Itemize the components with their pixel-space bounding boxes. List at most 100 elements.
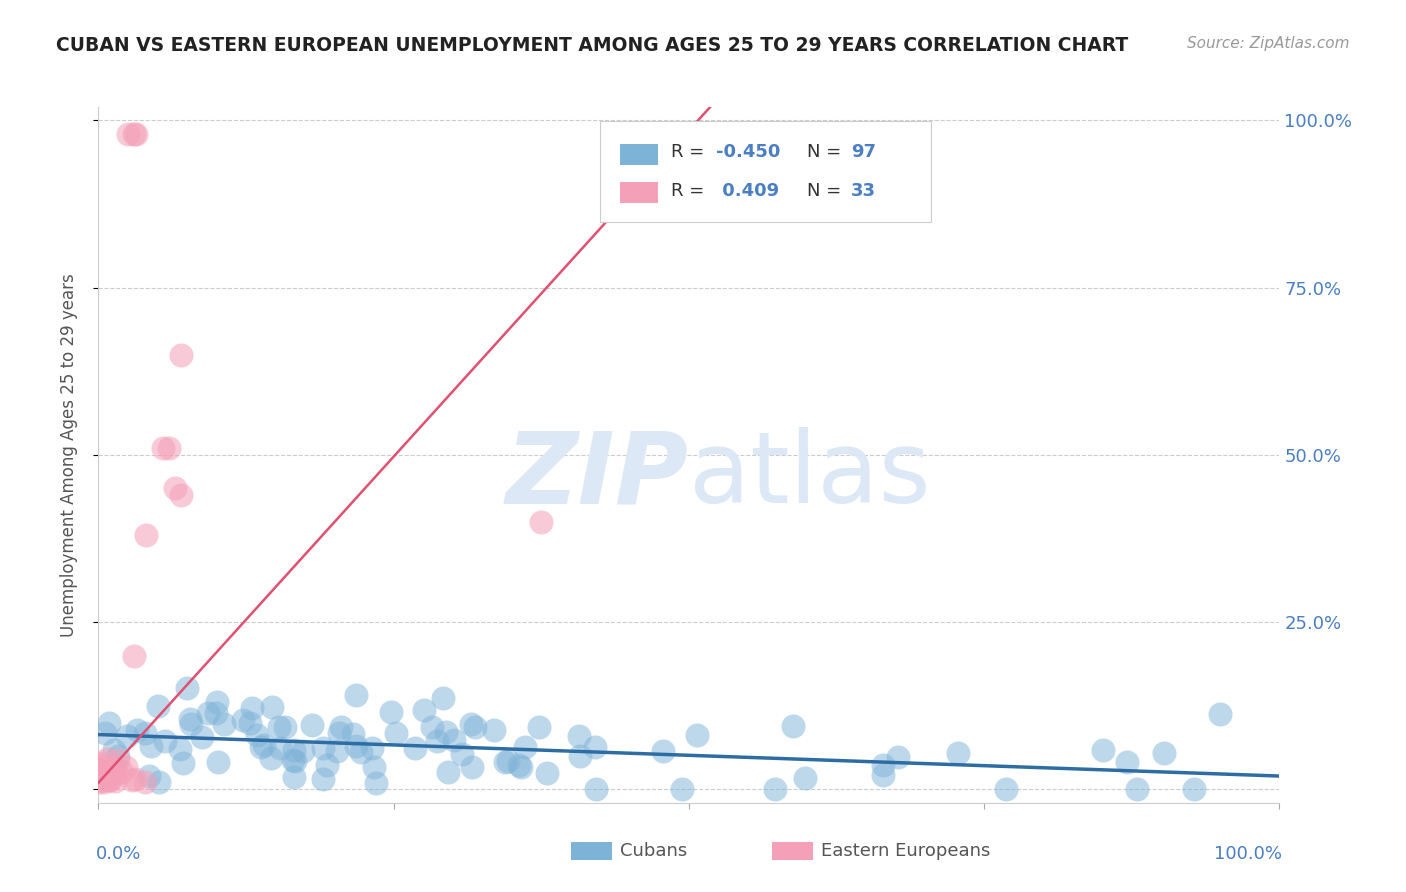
- Point: [436, 765, 458, 780]
- Point: [482, 723, 505, 738]
- Point: [121, 772, 143, 787]
- Text: R =: R =: [671, 182, 710, 200]
- Point: [460, 717, 482, 731]
- Point: [122, 648, 145, 663]
- Point: [315, 758, 337, 772]
- Point: [464, 720, 486, 734]
- Point: [995, 781, 1018, 796]
- Point: [536, 766, 558, 780]
- Point: [420, 720, 443, 734]
- Point: [152, 442, 174, 455]
- Text: atlas: atlas: [689, 427, 931, 524]
- Point: [127, 723, 149, 738]
- Point: [281, 753, 304, 767]
- Point: [301, 718, 323, 732]
- Point: [197, 706, 219, 721]
- Point: [568, 749, 591, 764]
- Point: [262, 699, 284, 714]
- Point: [328, 726, 350, 740]
- Point: [107, 749, 129, 764]
- Point: [513, 739, 536, 754]
- Point: [148, 774, 170, 789]
- Point: [212, 717, 235, 731]
- Point: [96, 752, 118, 766]
- Text: Cubans: Cubans: [620, 842, 688, 860]
- Point: [585, 781, 607, 796]
- Point: [344, 688, 367, 702]
- Bar: [620, 144, 658, 165]
- Bar: [620, 182, 658, 203]
- Y-axis label: Unemployment Among Ages 25 to 29 years: Unemployment Among Ages 25 to 29 years: [59, 273, 77, 637]
- Point: [103, 742, 125, 756]
- Text: CUBAN VS EASTERN EUROPEAN UNEMPLOYMENT AMONG AGES 25 TO 29 YEARS CORRELATION CHA: CUBAN VS EASTERN EUROPEAN UNEMPLOYMENT A…: [56, 36, 1129, 54]
- Point: [793, 771, 815, 785]
- Point: [946, 746, 969, 760]
- Point: [135, 528, 157, 542]
- Point: [496, 754, 519, 768]
- Point: [176, 681, 198, 695]
- Point: [360, 741, 382, 756]
- Point: [239, 715, 262, 730]
- Point: [568, 729, 591, 743]
- Text: N =: N =: [807, 144, 846, 161]
- Point: [138, 768, 160, 782]
- Point: [530, 515, 553, 529]
- Point: [104, 773, 127, 788]
- Point: [1092, 743, 1115, 757]
- Point: [363, 760, 385, 774]
- Point: [232, 713, 254, 727]
- Point: [1209, 707, 1232, 722]
- Text: ZIP: ZIP: [506, 427, 689, 524]
- Point: [153, 733, 176, 747]
- Point: [172, 756, 194, 770]
- Point: [250, 739, 273, 754]
- Point: [872, 757, 894, 772]
- Point: [207, 756, 229, 770]
- Point: [93, 768, 115, 782]
- Point: [366, 775, 388, 789]
- Point: [404, 740, 426, 755]
- Text: 0.409: 0.409: [716, 182, 779, 200]
- Point: [269, 720, 291, 734]
- Point: [157, 442, 180, 455]
- Point: [93, 774, 115, 789]
- Point: [1153, 747, 1175, 761]
- Point: [205, 706, 228, 721]
- Point: [91, 766, 114, 780]
- Point: [180, 716, 202, 731]
- Point: [253, 739, 276, 753]
- Point: [451, 747, 474, 762]
- Point: [91, 773, 114, 788]
- Point: [124, 772, 146, 787]
- Point: [461, 759, 484, 773]
- Point: [269, 741, 291, 756]
- Point: [671, 781, 693, 796]
- Text: 0.0%: 0.0%: [96, 845, 142, 863]
- Text: Eastern Europeans: Eastern Europeans: [821, 842, 991, 860]
- Point: [115, 760, 138, 774]
- Point: [245, 728, 267, 742]
- Point: [122, 127, 145, 141]
- Point: [125, 127, 148, 141]
- Point: [782, 719, 804, 733]
- Text: -0.450: -0.450: [716, 144, 780, 161]
- Point: [384, 726, 406, 740]
- Point: [100, 768, 122, 782]
- Point: [292, 744, 315, 758]
- Point: [443, 733, 465, 747]
- Point: [432, 690, 454, 705]
- Point: [329, 720, 352, 734]
- Point: [89, 766, 111, 780]
- Point: [87, 774, 110, 789]
- Point: [94, 726, 117, 740]
- Point: [179, 712, 201, 726]
- Point: [260, 751, 283, 765]
- FancyBboxPatch shape: [600, 121, 931, 222]
- Point: [97, 772, 120, 787]
- Text: R =: R =: [671, 144, 710, 161]
- Point: [170, 348, 193, 362]
- Text: Source: ZipAtlas.com: Source: ZipAtlas.com: [1187, 36, 1350, 51]
- Point: [283, 743, 305, 757]
- Point: [686, 728, 709, 742]
- Point: [91, 758, 114, 772]
